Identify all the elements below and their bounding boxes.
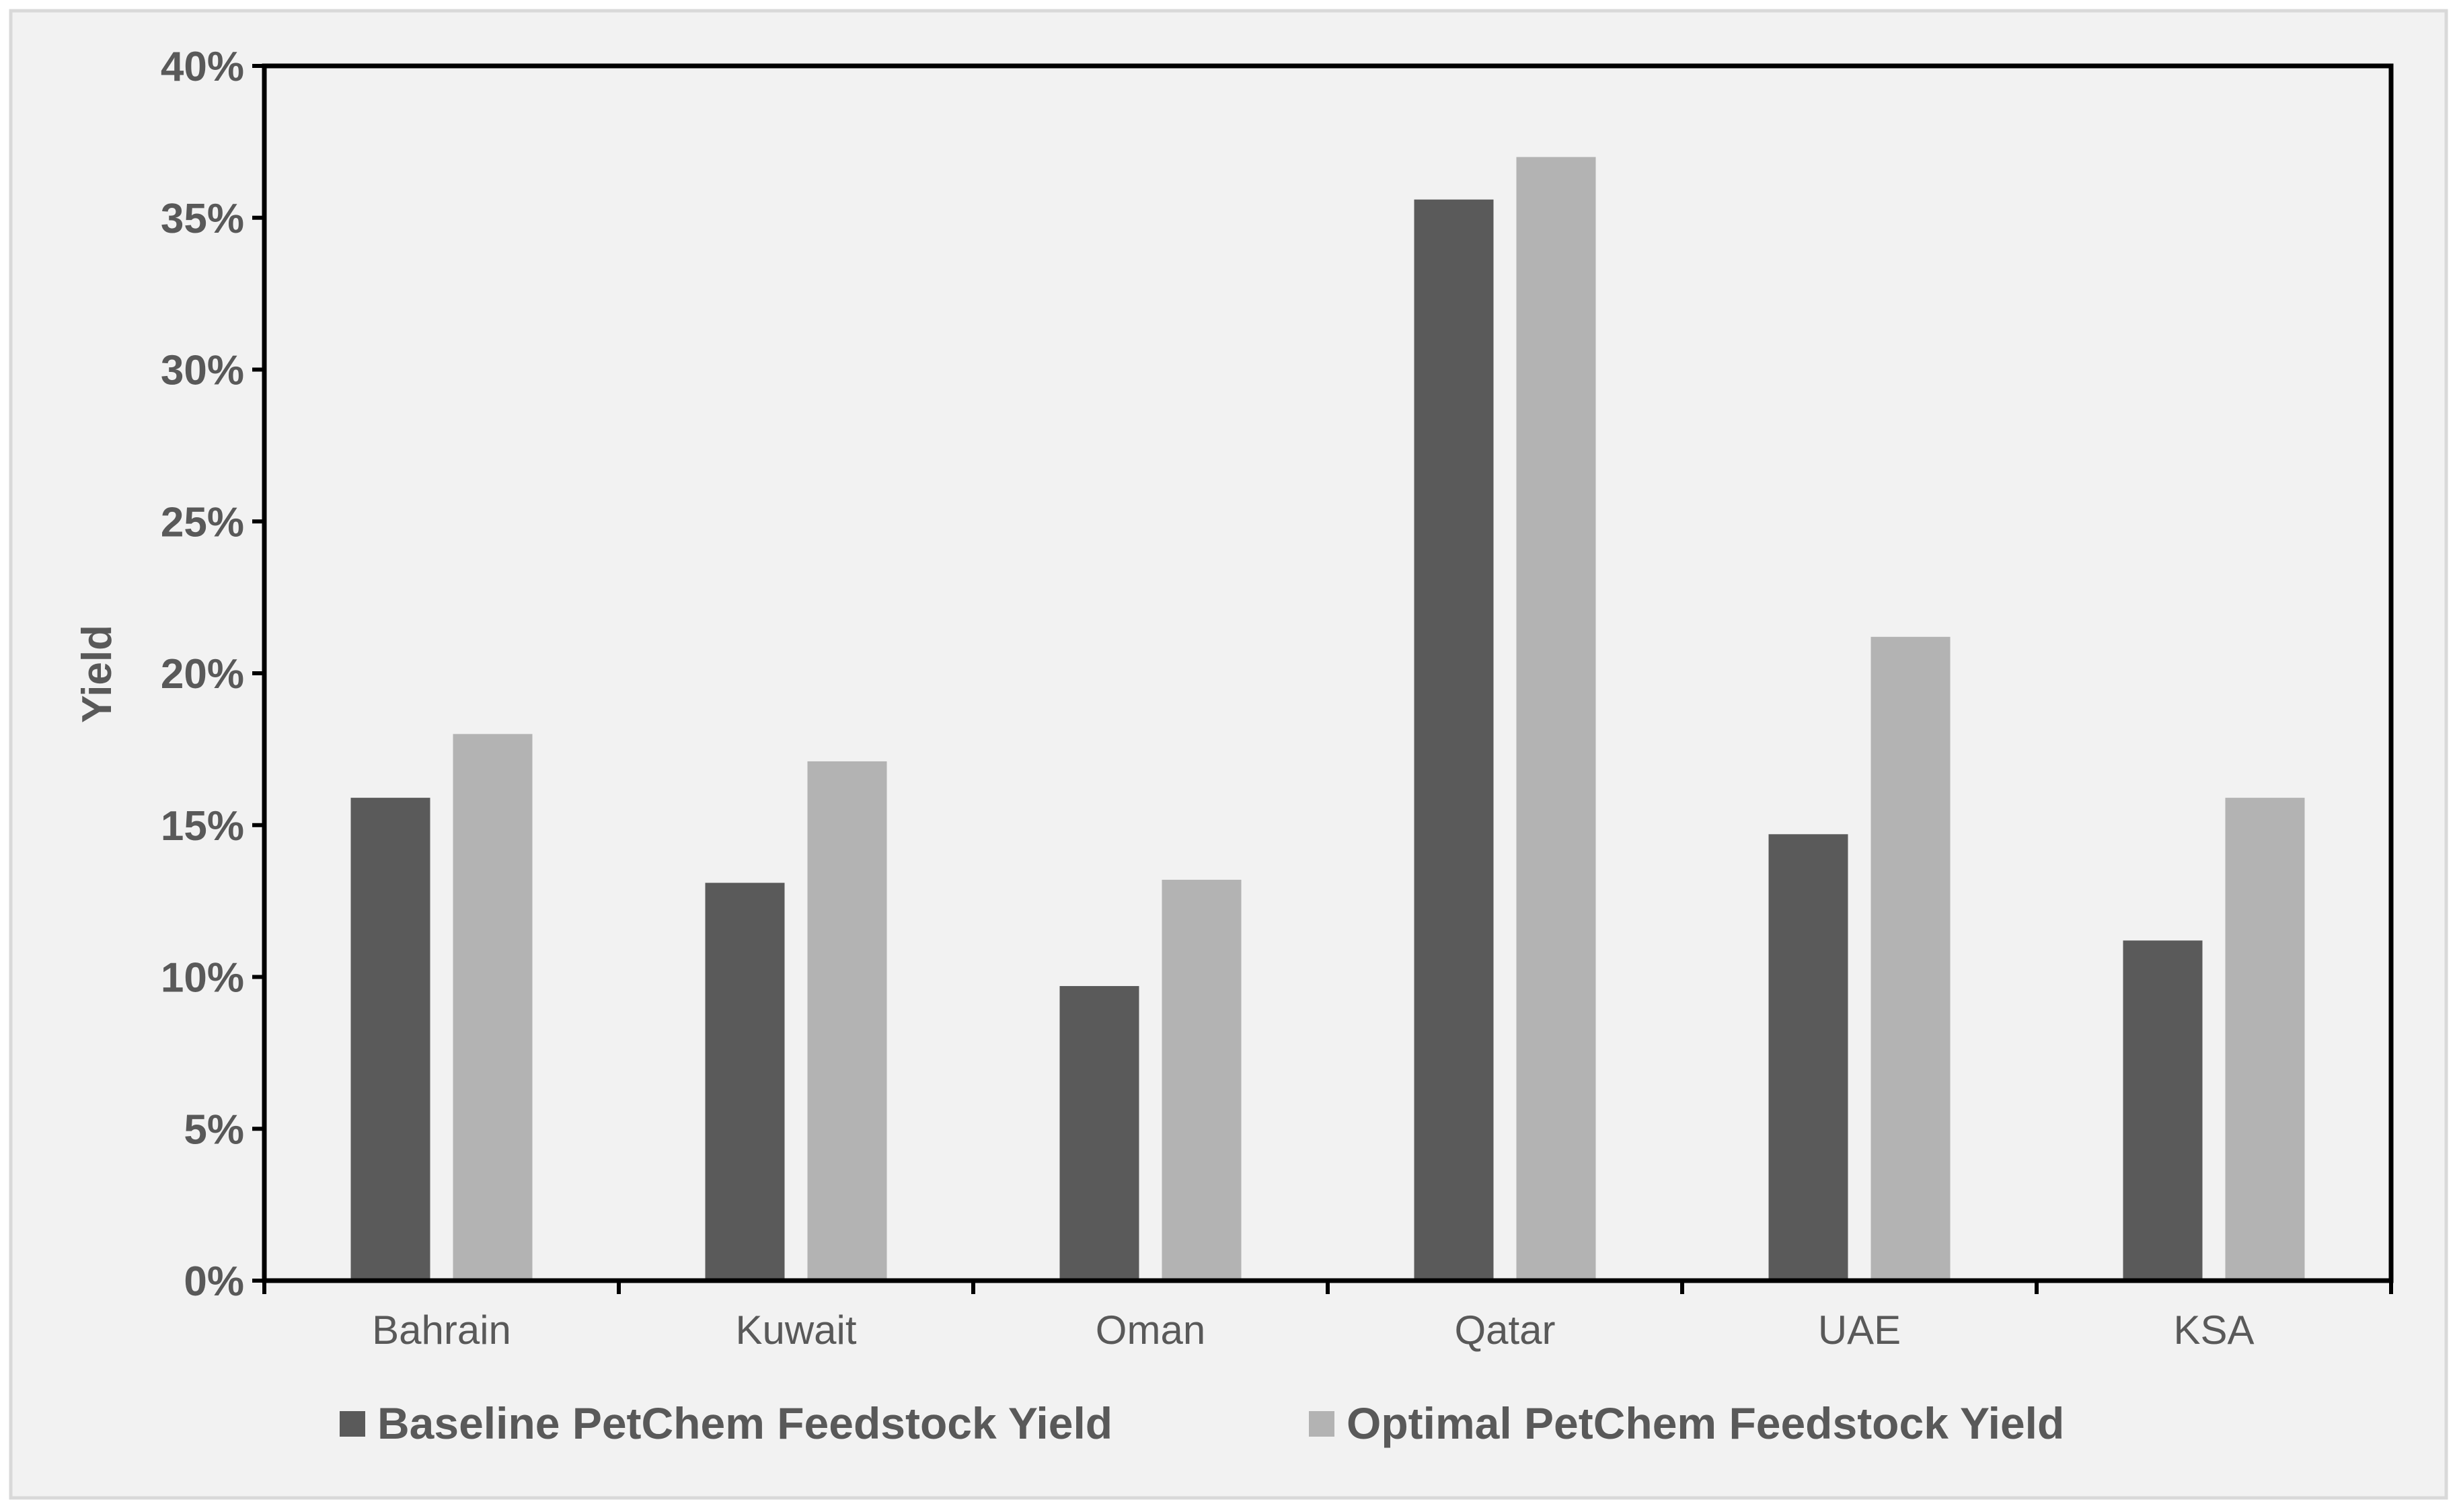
- legend-swatch-2: [1309, 1411, 1334, 1437]
- bar-ksa-series-1: [2123, 940, 2203, 1281]
- bar-ksa-series-2: [2225, 798, 2305, 1281]
- y-axis-label: Yield: [74, 625, 120, 723]
- bar-qatar-series-2: [1516, 157, 1596, 1281]
- y-tick-label: 15%: [161, 803, 244, 849]
- bar-oman-series-2: [1162, 880, 1242, 1281]
- x-tick-label: UAE: [1818, 1308, 1901, 1353]
- y-tick-label: 30%: [161, 348, 244, 394]
- y-tick-label: 5%: [184, 1106, 244, 1153]
- bar-oman-series-1: [1059, 986, 1139, 1281]
- bar-kuwait-series-2: [807, 761, 887, 1281]
- x-tick-label: Kuwait: [735, 1308, 856, 1353]
- y-tick-label: 20%: [161, 651, 244, 697]
- bar-uae-series-1: [1768, 834, 1848, 1281]
- y-tick-label: 0%: [184, 1258, 244, 1305]
- bar-uae-series-2: [1870, 636, 1951, 1281]
- bar-qatar-series-1: [1414, 199, 1494, 1281]
- x-tick-label: KSA: [2173, 1308, 2254, 1353]
- bar-bahrain-series-2: [453, 734, 533, 1281]
- y-tick-label: 10%: [161, 955, 244, 1001]
- bar-bahrain-series-1: [350, 798, 430, 1281]
- legend-swatch-1: [340, 1411, 365, 1437]
- y-tick-label: 25%: [161, 499, 244, 545]
- y-tick-label: 35%: [161, 196, 244, 242]
- bar-kuwait-series-1: [705, 882, 785, 1281]
- legend-label-1: Baseline PetChem Feedstock Yield: [377, 1398, 1112, 1448]
- y-tick-label: 40%: [161, 44, 244, 90]
- x-tick-label: Oman: [1096, 1308, 1205, 1353]
- x-tick-label: Bahrain: [372, 1308, 511, 1353]
- plot-area: 0% 5% 10% 15% 20% 25% 30% 35% 40% Bahrain Kuwait Om…: [161, 44, 2394, 1448]
- legend-label-2: Optimal PetChem Feedstock Yield: [1347, 1398, 2064, 1448]
- x-tick-label: Qatar: [1454, 1308, 1555, 1353]
